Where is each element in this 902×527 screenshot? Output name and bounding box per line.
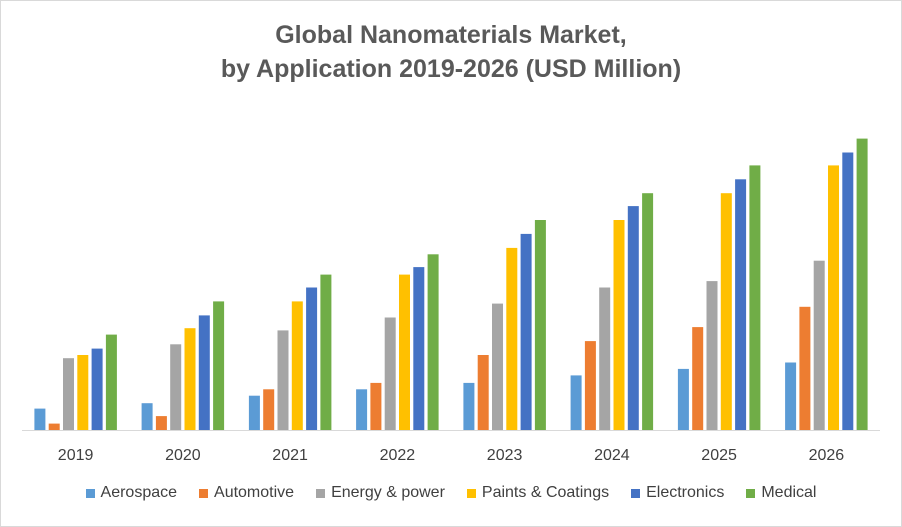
- bar-automotive-2023: [477, 355, 489, 430]
- bar-energy-power-2025: [706, 281, 718, 430]
- bar-energy-power-2022: [384, 317, 396, 430]
- bar-paints-coatings-2023: [506, 247, 518, 430]
- bar-aerospace-2022: [356, 389, 368, 430]
- bar-aerospace-2020: [141, 403, 153, 430]
- bar-energy-power-2020: [170, 344, 182, 430]
- x-tick-label: 2022: [380, 447, 416, 464]
- bar-electronics-2022: [413, 267, 425, 430]
- legend-label-paints-coatings: Paints & Coatings: [481, 484, 610, 501]
- bar-medical-2020: [213, 301, 225, 430]
- legend-label-energy-power: Energy & power: [331, 484, 445, 501]
- bar-automotive-2021: [263, 389, 275, 430]
- bar-paints-coatings-2024: [613, 220, 625, 430]
- bar-paints-coatings-2019: [77, 355, 89, 430]
- bar-aerospace-2025: [677, 368, 689, 430]
- bar-automotive-2022: [370, 382, 382, 430]
- bar-energy-power-2023: [492, 303, 503, 430]
- x-tick-label: 2024: [594, 447, 630, 464]
- x-tick-label: 2025: [701, 447, 737, 464]
- bar-energy-power-2024: [599, 287, 611, 430]
- legend-item-aerospace: Aerospace: [85, 484, 178, 502]
- x-tick-label: 2026: [809, 447, 845, 464]
- legend-item-paints-coatings: Paints & Coatings: [466, 484, 610, 502]
- legend-label-automotive: Automotive: [214, 484, 295, 501]
- bar-automotive-2025: [692, 327, 704, 430]
- bar-electronics-2023: [520, 233, 532, 430]
- bar-electronics-2025: [735, 179, 747, 430]
- bar-energy-power-2019: [63, 358, 74, 430]
- bar-paints-coatings-2020: [184, 328, 196, 430]
- bar-paints-coatings-2021: [291, 301, 303, 430]
- bar-electronics-2020: [198, 315, 210, 430]
- legend-swatch-energy-power: [316, 488, 326, 498]
- bar-electronics-2021: [306, 287, 318, 430]
- legend-swatch-electronics: [631, 488, 641, 498]
- chart-title-line-1: Global Nanomaterials Market,: [275, 21, 627, 49]
- bar-automotive-2026: [799, 306, 811, 430]
- chart-legend: Aerospace Automotive Energy & power Paints …: [0, 484, 902, 502]
- x-tick-label: 2019: [58, 447, 94, 464]
- bar-medical-2021: [320, 274, 332, 430]
- bar-medical-2019: [105, 334, 117, 430]
- bar-aerospace-2019: [34, 408, 46, 430]
- legend-item-electronics: Electronics: [631, 484, 724, 502]
- bar-electronics-2024: [627, 206, 639, 430]
- bar-energy-power-2026: [813, 260, 825, 430]
- bar-aerospace-2024: [570, 375, 582, 430]
- chart-title: Global Nanomaterials Market, by Applicat…: [0, 18, 902, 86]
- legend-label-medical: Medical: [761, 484, 817, 501]
- x-tick-label: 2023: [487, 447, 523, 464]
- bar-aerospace-2021: [248, 395, 260, 430]
- bar-medical-2023: [534, 220, 546, 430]
- legend-swatch-medical: [746, 488, 756, 498]
- bar-medical-2022: [427, 254, 439, 430]
- legend-item-medical: Medical: [746, 484, 816, 502]
- legend-swatch-paints-coatings: [466, 488, 476, 498]
- bar-medical-2024: [642, 193, 654, 430]
- bar-electronics-2026: [842, 152, 854, 430]
- bar-aerospace-2023: [463, 382, 475, 430]
- bar-medical-2026: [856, 138, 868, 430]
- chart-title-line-2: by Application 2019-2026 (USD Million): [220, 55, 682, 83]
- bar-energy-power-2021: [277, 330, 289, 430]
- legend-label-aerospace: Aerospace: [100, 484, 178, 501]
- legend-item-energy-power: Energy & power: [316, 484, 445, 502]
- legend-swatch-aerospace: [85, 488, 95, 498]
- bar-aerospace-2026: [785, 362, 797, 430]
- bar-automotive-2020: [155, 416, 167, 430]
- bar-electronics-2019: [91, 348, 103, 430]
- bar-paints-coatings-2026: [828, 165, 839, 430]
- legend-item-automotive: Automotive: [199, 484, 294, 502]
- bar-automotive-2019: [48, 423, 60, 430]
- bar-medical-2025: [749, 165, 761, 430]
- bar-paints-coatings-2022: [399, 274, 410, 430]
- x-tick-label: 2021: [272, 447, 308, 464]
- bar-automotive-2024: [584, 341, 596, 430]
- legend-label-electronics: Electronics: [646, 484, 725, 501]
- x-tick-label: 2020: [165, 447, 201, 464]
- bar-paints-coatings-2025: [720, 193, 732, 430]
- legend-swatch-automotive: [199, 488, 209, 498]
